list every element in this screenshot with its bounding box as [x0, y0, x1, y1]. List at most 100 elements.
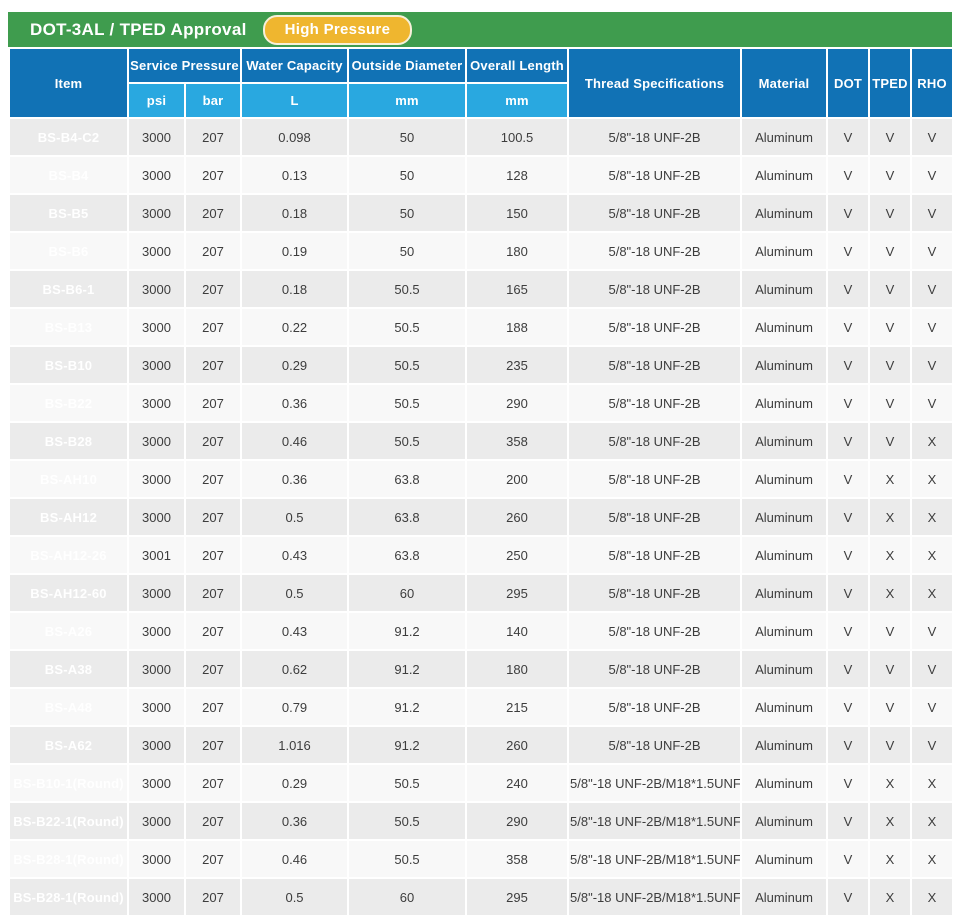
- cell-water-capacity-l: 0.5: [240, 497, 350, 537]
- cell-dot: V: [826, 231, 871, 271]
- table-row: BS-B28-1(Round) 3000 207 0.46 50.5 358 5/8"-18…: [8, 839, 955, 879]
- table-row: BS-B28-1(Round) 3000 207 0.5 60 295 5/8"-18 UN…: [8, 877, 955, 917]
- cell-thread-specifications: 5/8"-18 UNF-2B: [567, 307, 743, 347]
- cell-dot: V: [826, 877, 871, 917]
- cell-water-capacity-l: 0.29: [240, 345, 350, 385]
- cell-tped: V: [868, 725, 913, 765]
- col-header-outside-diameter: Outside Diameter: [347, 47, 468, 84]
- cell-item: BS-AH12-60: [8, 573, 129, 613]
- cell-water-capacity-l: 0.46: [240, 839, 350, 879]
- cell-rho: V: [910, 269, 955, 309]
- cell-overall-length-mm: 165: [465, 269, 570, 309]
- cell-bar: 207: [183, 117, 243, 157]
- cell-psi: 3000: [127, 611, 186, 651]
- cell-material: Aluminum: [740, 649, 829, 689]
- header-row-units: psi bar L mm mm: [9, 82, 953, 119]
- cell-dot: V: [826, 117, 871, 157]
- cell-item: BS-B10-1(Round): [8, 763, 129, 803]
- header-row-main: Item Service Pressure Water Capacity Out…: [8, 47, 955, 119]
- cell-tped: X: [868, 535, 913, 575]
- cell-overall-length-mm: 295: [465, 573, 570, 613]
- cell-water-capacity-l: 0.22: [240, 307, 350, 347]
- cell-item: BS-B22: [8, 383, 129, 423]
- table-row: BS-B10 3000 207 0.29 50.5 235 5/8"-18 UNF-2B Al…: [8, 345, 955, 385]
- table-row: BS-A38 3000 207 0.62 91.2 180 5/8"-18 UNF-2B Al…: [8, 649, 955, 689]
- cell-thread-specifications: 5/8"-18 UNF-2B/M18*1.5UNF: [567, 763, 743, 803]
- table-row: BS-AH10 3000 207 0.36 63.8 200 5/8"-18 UNF-2B A…: [8, 459, 955, 499]
- cell-overall-length-mm: 100.5: [465, 117, 570, 157]
- subheader-bar: bar: [183, 82, 243, 119]
- cell-overall-length-mm: 290: [465, 383, 570, 423]
- col-header-tped: TPED: [868, 47, 913, 119]
- cell-dot: V: [826, 155, 871, 195]
- cell-psi: 3000: [127, 117, 186, 157]
- cell-material: Aluminum: [740, 383, 829, 423]
- cell-tped: V: [868, 383, 913, 423]
- cell-rho: V: [910, 383, 955, 423]
- table-row: BS-B5 3000 207 0.18 50 150 5/8"-18 UNF-2B Alumi…: [8, 193, 955, 233]
- cell-material: Aluminum: [740, 193, 829, 233]
- cell-outside-diameter-mm: 50.5: [347, 269, 468, 309]
- cell-rho: X: [910, 421, 955, 461]
- cell-material: Aluminum: [740, 231, 829, 271]
- cell-dot: V: [826, 307, 871, 347]
- cell-overall-length-mm: 200: [465, 459, 570, 499]
- cell-item: BS-B4-C2: [8, 117, 129, 157]
- cell-psi: 3000: [127, 649, 186, 689]
- cell-item: BS-B6-1: [8, 269, 129, 309]
- cell-water-capacity-l: 0.79: [240, 687, 350, 727]
- cell-overall-length-mm: 150: [465, 193, 570, 233]
- cell-bar: 207: [183, 763, 243, 803]
- cell-water-capacity-l: 0.13: [240, 155, 350, 195]
- cell-psi: 3000: [127, 269, 186, 309]
- subheader-psi: psi: [127, 82, 186, 119]
- cell-bar: 207: [183, 573, 243, 613]
- cell-tped: X: [868, 801, 913, 841]
- cell-rho: X: [910, 839, 955, 879]
- cell-outside-diameter-mm: 50.5: [347, 839, 468, 879]
- cell-dot: V: [826, 611, 871, 651]
- cell-psi: 3000: [127, 231, 186, 271]
- cell-item: BS-B10: [8, 345, 129, 385]
- cell-material: Aluminum: [740, 687, 829, 727]
- cell-thread-specifications: 5/8"-18 UNF-2B: [567, 497, 743, 537]
- cell-rho: X: [910, 497, 955, 537]
- cell-dot: V: [826, 687, 871, 727]
- page-title: DOT-3AL / TPED Approval: [30, 19, 247, 39]
- table-body: BS-B4-C2 3000 207 0.098 50 100.5 5/8"-18 UNF-2…: [8, 117, 955, 917]
- cell-thread-specifications: 5/8"-18 UNF-2B: [567, 687, 743, 727]
- cell-material: Aluminum: [740, 421, 829, 461]
- cell-overall-length-mm: 260: [465, 725, 570, 765]
- cell-thread-specifications: 5/8"-18 UNF-2B: [567, 725, 743, 765]
- cell-outside-diameter-mm: 50: [347, 155, 468, 195]
- cell-item: BS-AH10: [8, 459, 129, 499]
- cell-psi: 3000: [127, 193, 186, 233]
- cell-tped: V: [868, 345, 913, 385]
- cell-item: BS-AH12-26: [8, 535, 129, 575]
- cell-overall-length-mm: 295: [465, 877, 570, 917]
- cell-rho: V: [910, 345, 955, 385]
- cell-dot: V: [826, 649, 871, 689]
- cell-psi: 3000: [127, 839, 186, 879]
- cell-item: BS-B13: [8, 307, 129, 347]
- cell-water-capacity-l: 0.36: [240, 459, 350, 499]
- cell-thread-specifications: 5/8"-18 UNF-2B: [567, 155, 743, 195]
- cell-rho: V: [910, 611, 955, 651]
- cell-rho: V: [910, 649, 955, 689]
- table-row: BS-A26 3000 207 0.43 91.2 140 5/8"-18 UNF-2B Al…: [8, 611, 955, 651]
- table-row: BS-B28 3000 207 0.46 50.5 358 5/8"-18 UNF-2B Al…: [8, 421, 955, 461]
- table-row: BS-B10-1(Round) 3000 207 0.29 50.5 240 5/8"-18…: [8, 763, 955, 803]
- cell-bar: 207: [183, 231, 243, 271]
- high-pressure-badge: High Pressure: [262, 14, 413, 45]
- cell-material: Aluminum: [740, 269, 829, 309]
- cell-overall-length-mm: 180: [465, 231, 570, 271]
- table-row: BS-AH12-26 3001 207 0.43 63.8 250 5/8"-18 UNF-…: [8, 535, 955, 575]
- cell-rho: X: [910, 459, 955, 499]
- cell-tped: V: [868, 193, 913, 233]
- table-row: BS-B4-C2 3000 207 0.098 50 100.5 5/8"-18 UNF-2…: [8, 117, 955, 157]
- cell-bar: 207: [183, 611, 243, 651]
- cell-outside-diameter-mm: 50: [347, 193, 468, 233]
- cell-outside-diameter-mm: 50.5: [347, 763, 468, 803]
- cell-bar: 207: [183, 383, 243, 423]
- cell-item: BS-B4: [8, 155, 129, 195]
